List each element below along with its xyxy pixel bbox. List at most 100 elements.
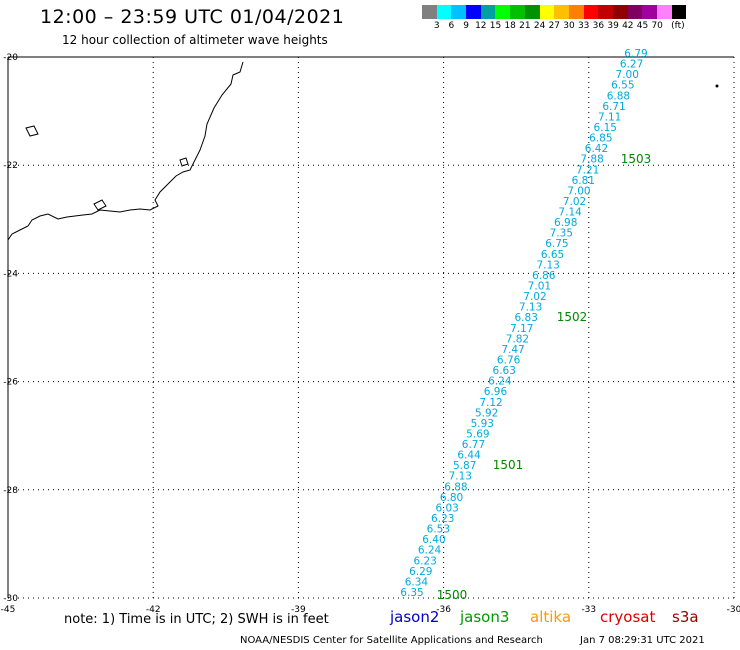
satellite-jason2: jason2	[390, 608, 440, 626]
wave-height-label: 7.13	[519, 302, 542, 314]
credit-text: NOAA/NESDIS Center for Satellite Applica…	[240, 635, 543, 646]
wave-height-label: 6.65	[541, 249, 564, 261]
lon-tick-label: -33	[581, 605, 596, 615]
legend-label: 12	[475, 21, 487, 31]
chart-title: 12:00 – 23:59 UTC 01/04/2021	[40, 6, 345, 28]
legend-label: 42	[622, 21, 634, 31]
wave-height-label: 6.42	[585, 143, 608, 155]
legend-label: (ft)	[671, 21, 685, 31]
legend-swatch	[539, 5, 555, 19]
wave-height-label: 7.12	[479, 397, 502, 409]
color-legend: 3 6 9 12 15 18 21 24 27 30 33 36 39 42 45 70 (ft)	[422, 5, 687, 33]
wave-height-label: 6.79	[624, 48, 647, 60]
wave-height-label: 6.63	[493, 365, 516, 377]
legend-swatch	[657, 5, 672, 19]
wave-height-label: 7.47	[501, 344, 524, 356]
legend-swatch	[480, 5, 496, 19]
wave-height-label: 6.55	[611, 80, 634, 92]
legend-label: 33	[577, 21, 590, 31]
island	[93, 199, 107, 211]
legend-swatch	[466, 5, 481, 19]
wave-height-label: 5.87	[453, 460, 476, 472]
wave-height-label: 7.82	[506, 333, 529, 345]
wave-height-label: 6.23	[413, 555, 436, 567]
satellite-s3a: s3a	[672, 608, 699, 626]
legend-label: 30	[563, 21, 575, 31]
coastline	[7, 61, 244, 241]
legend-swatch	[510, 5, 525, 19]
wave-height-label: 6.75	[545, 238, 568, 250]
wave-height-label: 6.53	[427, 524, 450, 536]
wave-height-label: 5.93	[471, 418, 494, 430]
wave-height-label: 6.71	[602, 101, 625, 113]
lat-tick-label: -24	[3, 269, 18, 279]
wave-height-label: 6.27	[620, 59, 643, 71]
wave-height-label: 7.00	[567, 185, 590, 197]
wave-height-label: 6.24	[418, 545, 442, 557]
legend-label: 3	[433, 21, 440, 31]
wave-height-label: 6.77	[462, 439, 485, 451]
pass-time-label: 1501	[493, 458, 524, 472]
legend-swatch	[554, 5, 569, 19]
wave-height-label: 5.92	[475, 407, 498, 419]
legend-label: 6	[448, 21, 455, 31]
satellite-jason3: jason3	[460, 608, 510, 626]
wave-height-label: 7.17	[510, 323, 533, 335]
wave-height-label: 7.13	[449, 471, 472, 483]
wave-height-label: 6.34	[405, 576, 429, 588]
legend-swatches	[422, 5, 687, 19]
wave-height-label: 6.88	[607, 90, 630, 102]
satellite-cryosat: cryosat	[600, 608, 656, 626]
wave-height-label: 6.29	[409, 566, 432, 578]
wave-height-label: 6.15	[594, 122, 617, 134]
wave-height-label: 7.02	[523, 291, 546, 303]
wave-height-label: 6.88	[444, 481, 467, 493]
wave-height-label: 7.88	[580, 154, 603, 166]
chart-subtitle: 12 hour collection of altimeter wave hei…	[62, 33, 328, 47]
pass-time-label: 1502	[557, 310, 588, 324]
lon-tick-label: -42	[146, 605, 161, 615]
wave-height-label: 7.35	[550, 228, 573, 240]
lon-tick-label: -30	[727, 605, 740, 615]
legend-swatch	[627, 5, 643, 19]
legend-labels: 3 6 9 12 15 18 21 24 27 30 33 36 39 42 45 70 (ft)	[422, 19, 686, 33]
small-island	[715, 84, 719, 88]
lat-tick-label: -30	[3, 594, 18, 604]
legend-swatch	[612, 5, 628, 19]
legend-swatch	[671, 5, 687, 19]
wave-height-label: 6.24	[488, 376, 512, 388]
satellite-altika: altika	[530, 608, 572, 626]
legend-label: 27	[548, 21, 561, 31]
legend-label: 9	[463, 21, 469, 31]
lat-tick-label: -28	[3, 486, 18, 496]
legend-label: 24	[533, 21, 546, 31]
legend-swatch	[568, 5, 584, 19]
wave-height-label: 7.02	[563, 196, 586, 208]
legend-swatch	[495, 5, 511, 19]
legend-label: 70	[651, 21, 663, 31]
wave-height-label: 6.85	[589, 133, 612, 145]
wave-height-label: 6.98	[554, 217, 577, 229]
legend-swatch	[524, 5, 540, 19]
legend-swatch	[598, 5, 613, 19]
generated-date: Jan 7 08:29:31 UTC 2021	[580, 635, 705, 646]
wave-height-label: 7.01	[528, 281, 551, 293]
legend-label: 15	[489, 21, 502, 31]
legend-swatch	[642, 5, 657, 19]
wave-height-label: 6.83	[515, 312, 538, 324]
wave-height-label: 6.81	[572, 175, 595, 187]
legend-label: 18	[504, 21, 516, 31]
wave-height-label: 7.11	[598, 111, 621, 123]
wave-height-label: 6.86	[532, 270, 556, 282]
note-text: note: 1) Time is in UTC; 2) SWH is in fe…	[64, 612, 329, 627]
legend-label: 39	[607, 21, 619, 31]
wave-height-label: 6.35	[400, 587, 423, 599]
legend-swatch	[436, 5, 452, 19]
lon-tick-label: -45	[1, 605, 16, 615]
legend-swatch	[422, 5, 437, 19]
legend-swatch	[583, 5, 599, 19]
wave-height-label: 6.03	[435, 502, 458, 514]
lon-tick-label: -39	[291, 605, 306, 615]
wave-height-label: 6.23	[431, 513, 454, 525]
